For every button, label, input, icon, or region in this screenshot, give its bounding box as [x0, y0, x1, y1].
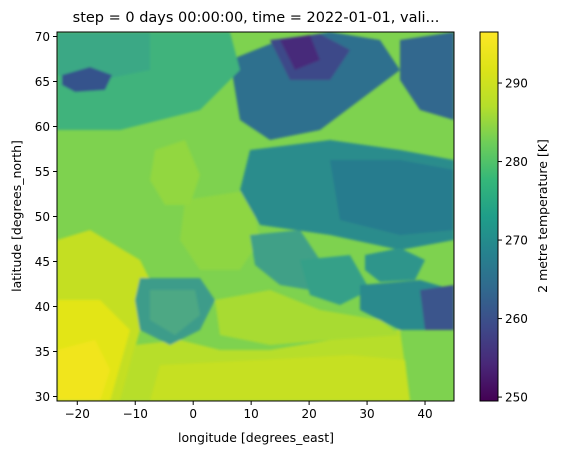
x-axis-label: longitude [degrees_east] — [178, 430, 334, 445]
y-tick-label: 55 — [35, 165, 50, 179]
y-tick-label: 35 — [35, 345, 50, 359]
colorbar-label: 2 metre temperature [K] — [535, 139, 550, 293]
y-tick-label: 65 — [35, 75, 50, 89]
chart-title: step = 0 days 00:00:00, time = 2022-01-0… — [73, 10, 440, 26]
y-tick-label: 40 — [35, 300, 50, 314]
y-tick-label: 45 — [35, 255, 50, 269]
colorbar-tick-label: 270 — [505, 234, 528, 248]
plot-area — [57, 32, 454, 401]
colorbar-tick-label: 280 — [505, 155, 528, 169]
x-tick-label: 10 — [244, 407, 259, 421]
x-axis-ticks: −20 −10 0 10 20 30 40 — [65, 401, 433, 421]
colorbar-tick-label: 260 — [505, 312, 528, 326]
y-tick-label: 30 — [35, 390, 50, 404]
x-tick-label: −20 — [65, 407, 90, 421]
y-tick-label: 70 — [35, 30, 50, 44]
y-axis-ticks: 30 35 40 45 50 55 60 65 70 — [35, 30, 57, 404]
y-tick-label: 60 — [35, 120, 50, 134]
x-tick-label: 0 — [189, 407, 197, 421]
heatmap-field — [57, 32, 454, 401]
colorbar-gradient — [479, 31, 499, 402]
colorbar: 250 260 270 280 290 2 metre temperature [K] — [479, 31, 550, 405]
colorbar-tick-label: 290 — [505, 77, 528, 91]
colorbar-ticks: 250 260 270 280 290 — [498, 77, 528, 405]
x-tick-label: 40 — [417, 407, 432, 421]
x-tick-label: 30 — [359, 407, 374, 421]
y-axis-label: latitude [degrees_north] — [9, 140, 24, 292]
colorbar-tick-label: 250 — [505, 391, 528, 405]
x-tick-label: 20 — [301, 407, 316, 421]
y-tick-label: 50 — [35, 210, 50, 224]
x-tick-label: −10 — [123, 407, 148, 421]
